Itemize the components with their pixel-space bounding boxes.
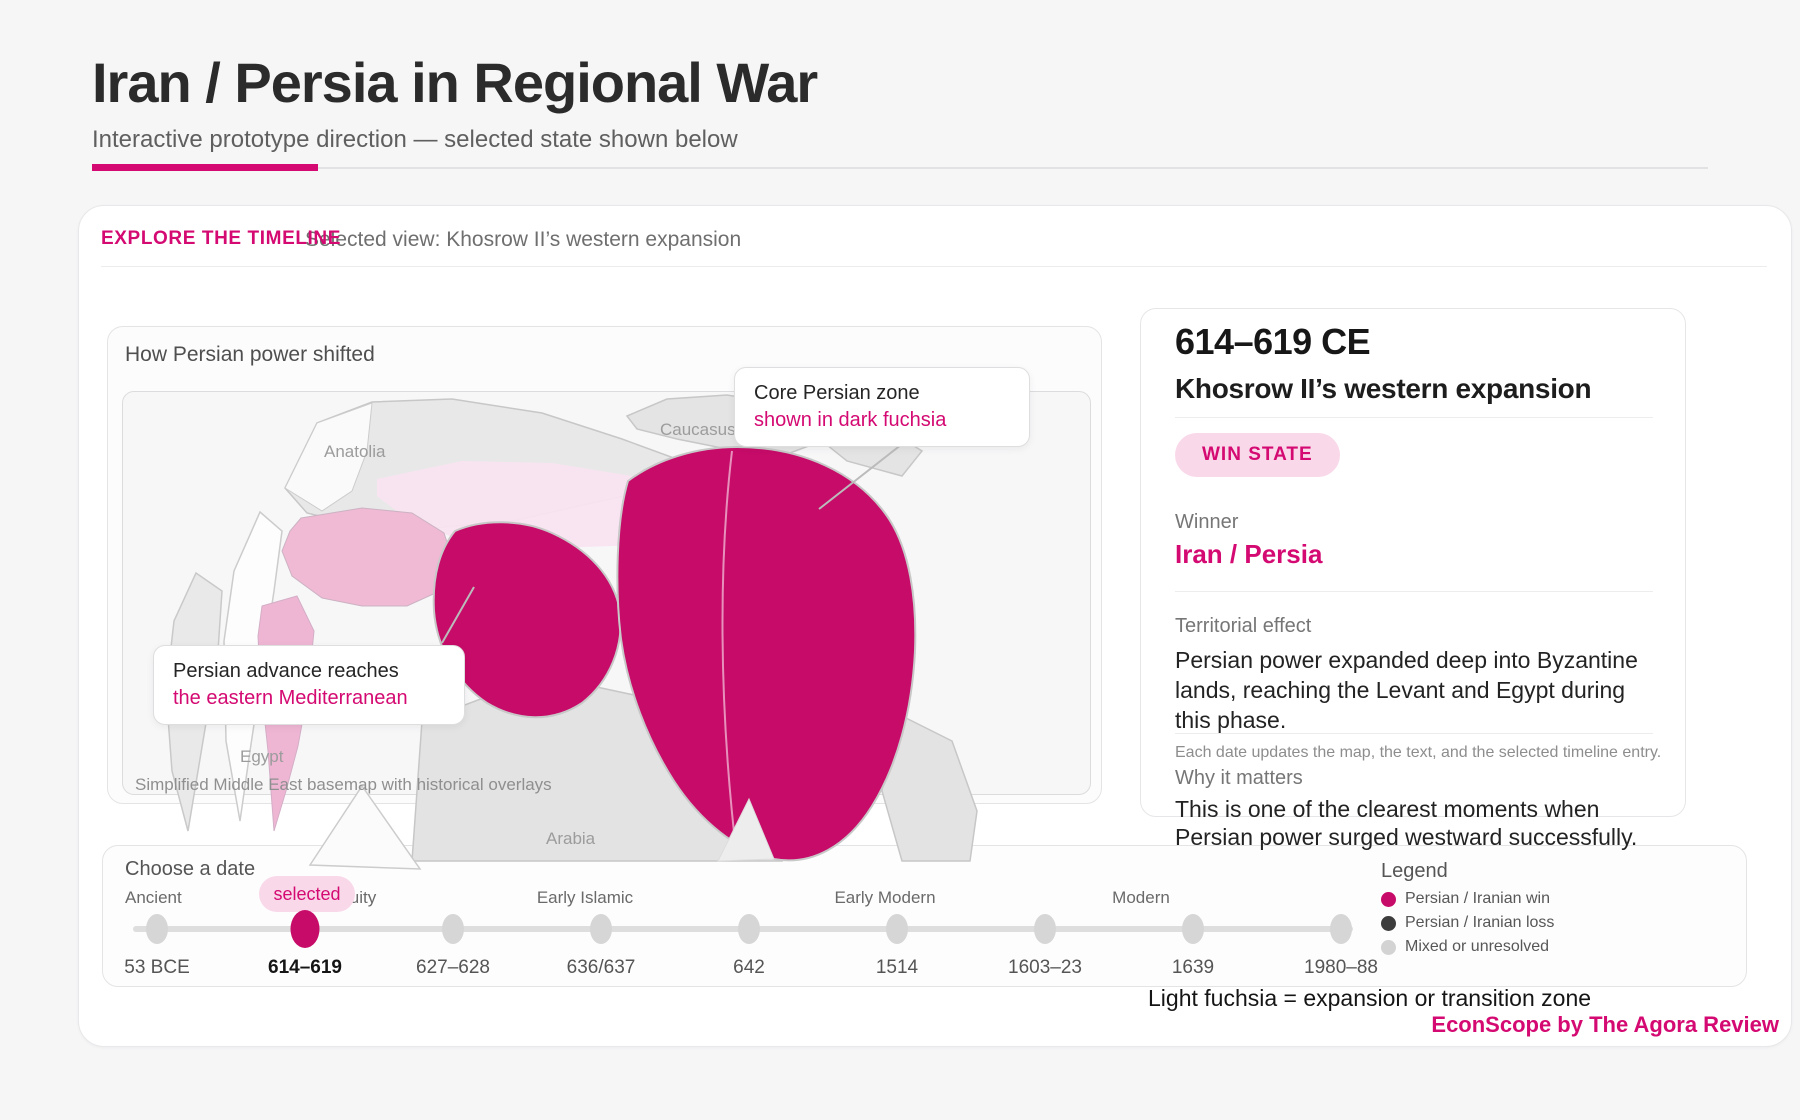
legend-item: Mixed or unresolved <box>1381 937 1549 957</box>
callout-persian-advance: Persian advance reaches the eastern Medi… <box>153 645 465 725</box>
detail-note: Each date updates the map, the text, and… <box>1175 744 1662 761</box>
territorial-effect-text: Persian power expanded deep into Byzanti… <box>1175 647 1638 733</box>
selected-view-text: Selected view: Khosrow II’s western expa… <box>305 228 742 251</box>
legend-heading: Legend <box>1381 860 1448 882</box>
map-label-arabia: Arabia <box>546 829 596 848</box>
timeline-date-1514[interactable]: 1514 <box>875 957 919 978</box>
timeline-dot-627–628[interactable] <box>442 914 464 944</box>
timeline-dot-1639[interactable] <box>1182 914 1204 944</box>
header-divider <box>92 167 1708 169</box>
callout-core-line2: shown in dark fuchsia <box>754 409 947 431</box>
timeline-dot-1980–88[interactable] <box>1330 914 1352 944</box>
timeline-date-614–619[interactable]: 614–619 <box>268 957 342 978</box>
timeline-panel: Choose a date AncientAntiquityEarly Isla… <box>102 845 1747 987</box>
detail-panel: 614–619 CE Khosrow II’s western expansio… <box>1140 308 1686 850</box>
legend-item: Persian / Iranian loss <box>1381 913 1554 933</box>
legend-dot-icon <box>1381 939 1396 955</box>
timeline-date-1980–88[interactable]: 1980–88 <box>1304 957 1378 978</box>
territorial-effect-label: Territorial effect <box>1175 615 1312 637</box>
why-it-matters-text: This is one of the clearest moments when… <box>1175 796 1638 850</box>
map-label-egypt: Egypt <box>240 747 284 766</box>
timeline-date-1603–23[interactable]: 1603–23 <box>1008 957 1082 978</box>
era-label-early-modern: Early Modern <box>834 888 936 907</box>
timeline-date-53 BCE[interactable]: 53 BCE <box>124 957 190 978</box>
era-label-early-islamic: Early Islamic <box>536 888 634 907</box>
page-title: Iran / Persia in Regional War <box>92 51 818 114</box>
timeline-date-627–628[interactable]: 627–628 <box>416 957 490 978</box>
timeline-dot-1603–23[interactable] <box>1034 914 1056 944</box>
legend-dot-icon <box>1381 915 1396 931</box>
era-label-ancient: Ancient <box>125 888 182 907</box>
legend-item-label: Persian / Iranian loss <box>1405 914 1555 931</box>
header-accent-bar <box>92 164 318 171</box>
timeline-date-642[interactable]: 642 <box>733 957 765 978</box>
callout-core-persian-zone: Core Persian zone shown in dark fuchsia <box>734 367 1030 447</box>
selected-badge: selected <box>259 876 355 912</box>
timeline-dot-53 BCE[interactable] <box>146 914 168 944</box>
callout-advance-line1: Persian advance reaches <box>173 660 399 682</box>
winner-label: Winner <box>1175 511 1239 533</box>
winner-value: Iran / Persia <box>1175 539 1323 569</box>
callout-advance-line2: the eastern Mediterranean <box>173 687 408 709</box>
timeline-date-636/637[interactable]: 636/637 <box>566 957 636 978</box>
card-header-divider <box>101 266 1767 267</box>
timeline-dot-642[interactable] <box>738 914 760 944</box>
map-caption: Simplified Middle East basemap with hist… <box>135 775 552 794</box>
legend-dot-icon <box>1381 891 1396 907</box>
timeline-date-1639[interactable]: 1639 <box>1171 957 1215 978</box>
map-label-anatolia: Anatolia <box>324 442 386 461</box>
timeline-dot-636/637[interactable] <box>590 914 612 944</box>
map-heading: How Persian power shifted <box>125 343 375 366</box>
map-label-caucasus: Caucasus <box>660 420 736 439</box>
why-it-matters-label: Why it matters <box>1175 767 1303 789</box>
legend-item-label: Mixed or unresolved <box>1405 938 1550 955</box>
detail-divider <box>1175 591 1653 592</box>
timeline-dot-614–619[interactable] <box>290 910 320 948</box>
detail-period: 614–619 CE <box>1175 321 1371 362</box>
detail-divider <box>1175 417 1653 418</box>
map-panel: How Persian power shifted <box>107 326 1102 870</box>
era-label-modern: Modern <box>1112 888 1170 907</box>
explore-timeline-kicker: EXPLORE THE TIMELINE <box>101 228 342 249</box>
footer-note: Light fuchsia = expansion or transition … <box>1148 985 1592 1011</box>
page-subtitle: Interactive prototype direction — select… <box>92 126 738 153</box>
detail-event-title: Khosrow II’s western expansion <box>1175 373 1592 404</box>
timeline-dot-1514[interactable] <box>886 914 908 944</box>
legend-item: Persian / Iranian win <box>1381 889 1550 909</box>
legend-item-label: Persian / Iranian win <box>1405 890 1550 907</box>
timeline-heading: Choose a date <box>125 858 256 880</box>
callout-core-line1: Core Persian zone <box>754 382 920 404</box>
win-state-badge: WIN STATE <box>1175 433 1340 477</box>
footer-credit: EconScope by The Agora Review <box>1431 1012 1779 1037</box>
detail-divider <box>1175 733 1653 734</box>
